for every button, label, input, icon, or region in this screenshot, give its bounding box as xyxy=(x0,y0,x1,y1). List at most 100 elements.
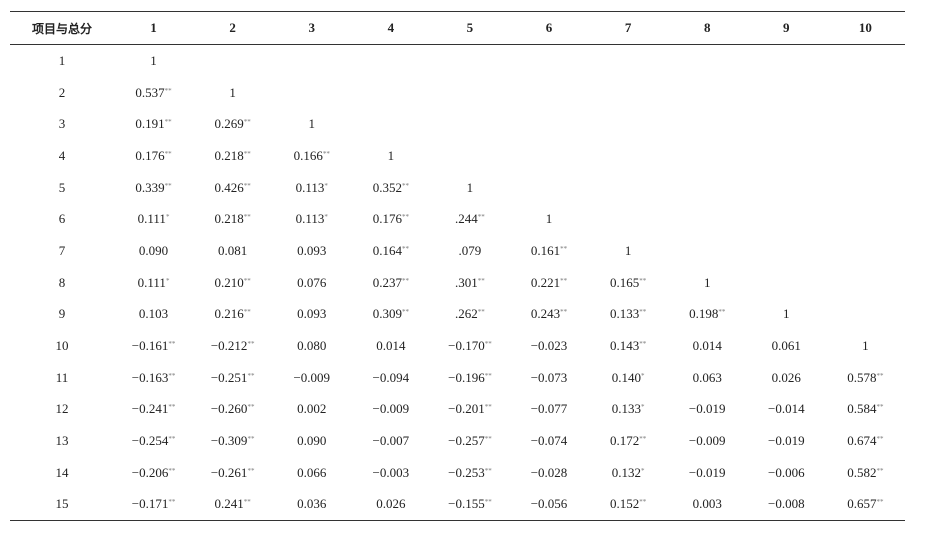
significance: ** xyxy=(243,308,251,317)
significance: ** xyxy=(560,244,568,253)
cell xyxy=(668,140,747,172)
significance: ** xyxy=(401,308,409,317)
cell: 1 xyxy=(624,242,632,258)
cell xyxy=(589,203,668,235)
cell xyxy=(430,45,509,77)
significance: ** xyxy=(401,213,409,222)
cell-value: 0.113 xyxy=(295,211,325,227)
cell: −0.014 xyxy=(768,401,805,417)
significance: ** xyxy=(168,403,176,412)
cell-value: 0.161 xyxy=(530,242,561,258)
row-label: 14 xyxy=(55,464,69,480)
header-cell: 6 xyxy=(545,20,553,35)
cell: 0.578** xyxy=(826,362,905,394)
cell: 1 xyxy=(229,84,236,100)
cell: −0.254** xyxy=(114,425,193,457)
significance: ** xyxy=(243,498,251,507)
significance: ** xyxy=(876,371,884,380)
cell-value: 0.143 xyxy=(609,338,640,354)
table-row: 8 0.111* 0.210** 0.076 0.237** .301** 0.221** 0… xyxy=(10,267,905,299)
significance: ** xyxy=(484,498,492,507)
significance: ** xyxy=(164,118,172,127)
table-row: 12 −0.241** −0.260** 0.002 −0.009 −0.201** −0.… xyxy=(10,394,905,426)
cell: 0.243** xyxy=(509,299,588,331)
table-row: 7 0.090 0.081 0.093 0.164** .079 0.161** 1 xyxy=(10,235,905,267)
significance: ** xyxy=(401,276,409,285)
header-cell: 2 xyxy=(229,20,236,35)
significance: * xyxy=(640,466,645,475)
cell: 0.081 xyxy=(218,242,248,258)
significance: * xyxy=(324,213,328,222)
cell-value: 0.221 xyxy=(530,274,561,290)
cell-value: 0.309 xyxy=(372,306,402,322)
cell-value: 0.176 xyxy=(135,147,165,163)
cell-value: 0.176 xyxy=(372,211,402,227)
cell xyxy=(509,77,588,109)
cell-value: 0.674 xyxy=(847,433,877,449)
cell xyxy=(430,108,509,140)
cell: 0.014 xyxy=(376,338,406,354)
cell-value: 0.113 xyxy=(295,179,325,195)
cell: 1 xyxy=(387,147,395,163)
cell: 0.269** xyxy=(193,108,272,140)
cell: 0.198** xyxy=(668,299,747,331)
cell-value: −0.257 xyxy=(448,433,485,449)
cell xyxy=(826,77,905,109)
significance: ** xyxy=(243,181,251,190)
cell xyxy=(747,108,826,140)
cell: −0.241** xyxy=(114,394,193,426)
cell: 0.216** xyxy=(193,299,272,331)
cell-value: 0.198 xyxy=(689,306,719,322)
cell: .079 xyxy=(458,242,482,258)
row-label: 13 xyxy=(55,433,69,449)
row-label: 1 xyxy=(58,52,66,68)
cell: −0.006 xyxy=(768,464,805,480)
cell: −0.009 xyxy=(372,401,410,417)
cell xyxy=(668,203,747,235)
cell: .244** xyxy=(430,203,509,235)
cell: 0.152** xyxy=(589,489,668,521)
cell xyxy=(272,45,351,77)
cell xyxy=(668,235,747,267)
cell xyxy=(747,45,826,77)
cell: −0.212** xyxy=(193,330,272,362)
cell: −0.196** xyxy=(430,362,509,394)
cell: 0.210** xyxy=(193,267,272,299)
significance: ** xyxy=(560,308,568,317)
cell xyxy=(668,45,747,77)
cell: 0.140* xyxy=(589,362,668,394)
cell: 0.103 xyxy=(138,306,169,322)
cell xyxy=(668,77,747,109)
cell-value: 0.218 xyxy=(214,147,244,163)
cell-value: 0.132 xyxy=(611,464,641,480)
cell: 0.093 xyxy=(297,242,327,258)
cell-value: −0.163 xyxy=(131,369,169,385)
cell-value: 0.269 xyxy=(214,116,244,132)
cell-value: −0.171 xyxy=(131,496,169,512)
significance: ** xyxy=(247,403,255,412)
cell xyxy=(509,140,588,172)
cell-value: −0.170 xyxy=(448,338,485,354)
cell: 1 xyxy=(783,306,790,322)
cell-value: −0.206 xyxy=(131,464,169,480)
significance: ** xyxy=(876,498,884,507)
cell: 1 xyxy=(862,338,869,354)
cell: 0.221** xyxy=(509,267,588,299)
significance: ** xyxy=(164,149,172,158)
cell: 0.218** xyxy=(193,140,272,172)
cell: 1 xyxy=(545,211,553,227)
cell-value: 0.584 xyxy=(847,401,877,417)
table-row: 14 −0.206** −0.261** 0.066 −0.003 −0.253** −0.… xyxy=(10,457,905,489)
cell: 0.176** xyxy=(351,203,430,235)
cell: 0.218** xyxy=(193,203,272,235)
cell-value: 0.237 xyxy=(372,274,402,290)
cell xyxy=(589,108,668,140)
cell xyxy=(351,77,430,109)
table-row: 10 −0.161** −0.212** 0.080 0.014 −0.170** −0.0… xyxy=(10,330,905,362)
cell: 0.076 xyxy=(297,274,327,290)
cell-value: .262 xyxy=(455,306,478,322)
cell xyxy=(826,45,905,77)
cell: 0.176** xyxy=(114,140,193,172)
cell: 0.113* xyxy=(272,172,351,204)
